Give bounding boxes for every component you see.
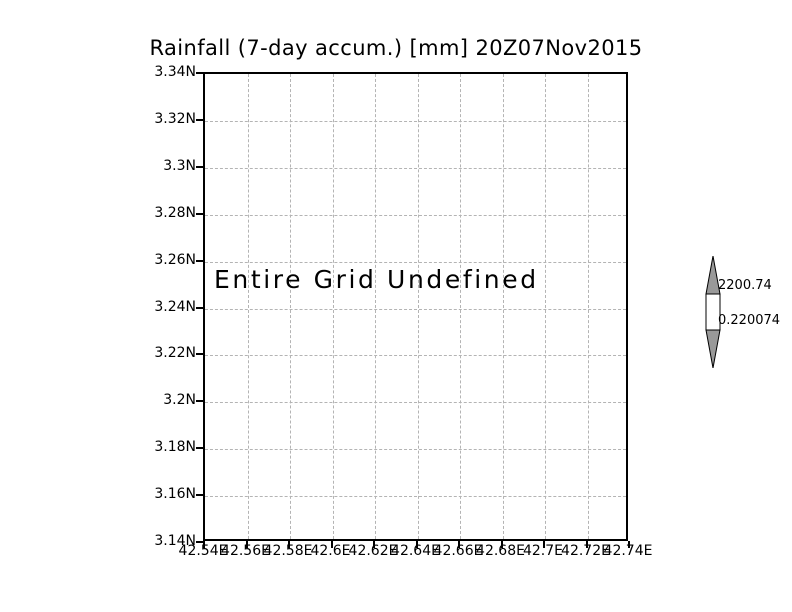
plot-area bbox=[203, 72, 628, 541]
y-axis-tick-label: 3.14N bbox=[154, 533, 196, 549]
y-axis-tick-label: 3.32N bbox=[154, 110, 196, 127]
gridline-horizontal bbox=[205, 449, 626, 451]
y-axis-tick-label: 3.22N bbox=[154, 345, 196, 362]
y-tick bbox=[196, 353, 203, 356]
y-tick bbox=[196, 541, 203, 543]
y-tick bbox=[196, 400, 203, 403]
gridline-horizontal bbox=[205, 308, 626, 310]
x-axis-tick-label: 42.7E bbox=[522, 543, 564, 559]
x-axis-tick-label: 42.62E bbox=[348, 543, 398, 559]
gridline-horizontal bbox=[205, 261, 626, 263]
gridline-horizontal bbox=[205, 402, 626, 404]
gridline-vertical bbox=[502, 74, 504, 539]
x-tick bbox=[543, 541, 545, 548]
x-axis-tick-label: 42.56E bbox=[221, 543, 270, 559]
y-tick bbox=[196, 165, 203, 168]
undefined-grid-message: Entire Grid Undefined bbox=[214, 265, 539, 294]
gridline-vertical bbox=[460, 74, 461, 539]
y-axis-tick-label: 3.16N bbox=[154, 486, 196, 503]
x-tick bbox=[415, 541, 418, 548]
x-tick bbox=[585, 541, 588, 548]
gridlines bbox=[205, 74, 626, 539]
y-tick bbox=[196, 72, 203, 74]
gridline-horizontal bbox=[205, 355, 626, 357]
y-tick bbox=[196, 118, 203, 121]
y-tick bbox=[196, 306, 203, 309]
gridline-horizontal bbox=[205, 496, 626, 498]
colorbar-min-label: 0.220074 bbox=[718, 313, 781, 328]
y-axis-tick-label: 3.18N bbox=[154, 439, 196, 456]
gridline-horizontal bbox=[205, 120, 626, 122]
y-tick bbox=[196, 259, 203, 262]
x-axis-tick-label: 42.58E bbox=[263, 543, 313, 559]
x-axis-tick-label: 42.72E bbox=[561, 543, 610, 559]
gridline-vertical bbox=[587, 74, 589, 539]
x-tick bbox=[288, 541, 290, 548]
colorbar-bottom-arrow-icon bbox=[705, 329, 721, 368]
x-axis-tick-label: 42.54E bbox=[178, 543, 228, 559]
y-tick bbox=[196, 447, 203, 450]
gridline-horizontal bbox=[205, 214, 626, 216]
gridline-vertical bbox=[290, 74, 291, 539]
y-axis-tick-label: 3.34N bbox=[154, 64, 196, 80]
y-axis-tick-label: 3.28N bbox=[154, 204, 196, 221]
x-axis-tick-label: 42.74E bbox=[603, 543, 653, 559]
x-tick bbox=[203, 541, 205, 548]
x-tick bbox=[458, 541, 460, 548]
y-axis-tick-label: 3.24N bbox=[154, 298, 196, 315]
y-tick bbox=[196, 212, 203, 215]
x-tick bbox=[500, 541, 503, 548]
colorbar bbox=[700, 256, 726, 368]
x-axis-tick-label: 42.66E bbox=[433, 543, 483, 559]
y-tick bbox=[196, 494, 203, 497]
gridline-vertical bbox=[545, 74, 546, 539]
x-tick bbox=[373, 541, 375, 548]
gridline-horizontal bbox=[205, 167, 626, 169]
colorbar-max-label: 2200.74 bbox=[718, 278, 772, 293]
x-tick bbox=[330, 541, 333, 548]
x-axis-tick-label: 42.6E bbox=[310, 543, 351, 559]
y-axis-tick-label: 3.3N bbox=[163, 157, 196, 174]
gridline-vertical bbox=[332, 74, 334, 539]
gridline-vertical bbox=[375, 74, 376, 539]
gridline-vertical bbox=[247, 74, 249, 539]
y-axis-tick-label: 3.2N bbox=[163, 392, 196, 409]
x-axis-tick-label: 42.68E bbox=[476, 543, 525, 559]
y-axis-labels: 3.34N 3.32N 3.3N 3.28N 3.26N 3.24N 3.22N 3.2N 3.… bbox=[134, 0, 196, 612]
page-title: Rainfall (7-day accum.) [mm] 20Z07Nov201… bbox=[149, 36, 643, 60]
x-axis-tick-label: 42.64E bbox=[391, 543, 440, 559]
y-axis-tick-label: 3.26N bbox=[154, 251, 196, 268]
gridline-vertical bbox=[417, 74, 419, 539]
x-tick bbox=[245, 541, 248, 548]
x-tick bbox=[628, 541, 630, 548]
